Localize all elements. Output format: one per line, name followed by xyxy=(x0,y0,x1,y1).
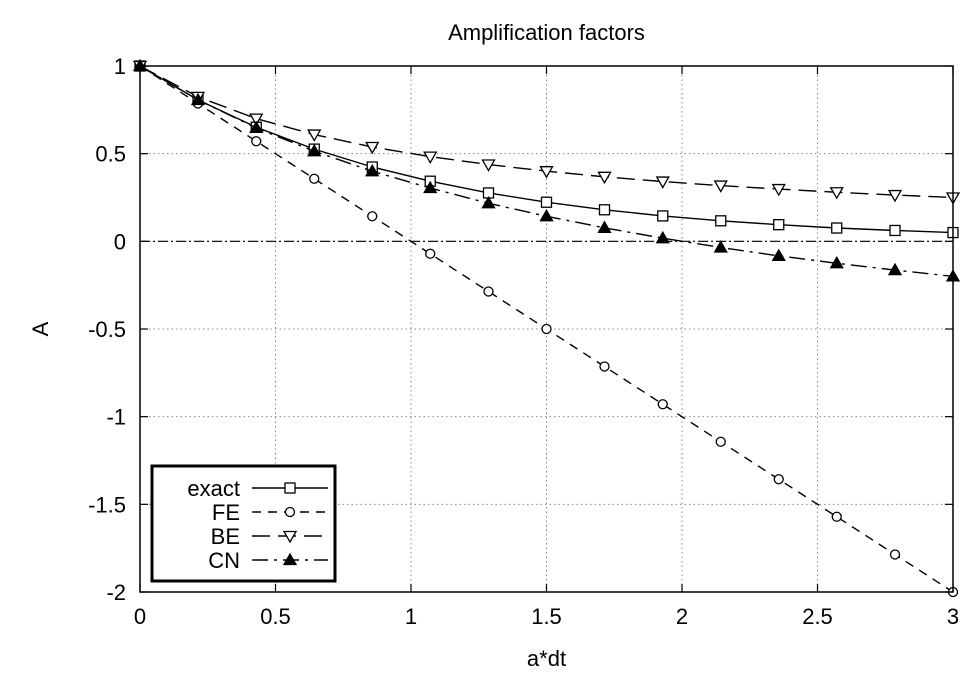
series-cn xyxy=(132,58,961,282)
series-group xyxy=(132,58,961,598)
data-point-fe xyxy=(367,211,378,222)
legend-marker xyxy=(284,482,296,494)
data-point-fe xyxy=(425,248,436,259)
y-tick-label: 0.5 xyxy=(95,142,126,167)
data-point-cn xyxy=(539,208,554,222)
x-tick-label: 2 xyxy=(676,604,688,629)
data-point-be xyxy=(539,166,554,179)
x-tick-label: 0 xyxy=(134,604,146,629)
data-point-fe xyxy=(889,549,901,560)
data-point-be xyxy=(249,113,264,126)
data-point-be xyxy=(771,183,786,197)
data-point-exact xyxy=(831,222,843,234)
x-tick-label: 2.5 xyxy=(802,604,833,629)
y-tick-label: 1 xyxy=(114,54,126,79)
y-tick-label: -0.5 xyxy=(88,317,126,342)
data-point-be xyxy=(829,187,844,200)
data-point-exact xyxy=(598,204,611,216)
data-point-be xyxy=(307,129,322,142)
data-point-fe xyxy=(715,436,726,447)
legend-label: FE xyxy=(212,500,240,525)
data-point-cn xyxy=(713,240,728,253)
legend-marker xyxy=(284,506,296,518)
legend-label: exact xyxy=(187,476,240,501)
data-point-fe xyxy=(483,286,494,297)
x-tick-label: 1 xyxy=(405,604,417,629)
data-point-cn xyxy=(365,163,380,177)
data-point-be xyxy=(481,159,496,172)
axis-ticks: 0 0.5 1 1.5 2 2.5 3 -2 -1.5 -1 -0.5 0 0.5 1 xyxy=(88,54,959,629)
x-axis-label: a*dt xyxy=(527,646,566,671)
x-tick-label: 1.5 xyxy=(531,604,562,629)
data-point-exact xyxy=(540,196,553,208)
data-point-fe xyxy=(251,136,262,147)
y-tick-label: -1.5 xyxy=(88,492,126,517)
data-point-exact xyxy=(889,224,901,237)
data-point-be xyxy=(423,151,438,164)
data-point-be xyxy=(713,180,728,193)
data-point-cn xyxy=(249,120,264,134)
data-point-cn xyxy=(597,220,612,233)
data-point-exact xyxy=(657,210,669,222)
data-point-be xyxy=(655,176,670,189)
legend-marker xyxy=(282,530,298,544)
data-point-cn xyxy=(423,180,438,194)
data-point-fe xyxy=(773,474,784,485)
y-tick-label: -2 xyxy=(106,580,126,605)
data-point-cn xyxy=(887,262,903,276)
y-tick-label: 0 xyxy=(114,229,126,254)
data-point-cn xyxy=(481,195,496,209)
x-tick-label: 0.5 xyxy=(260,604,291,629)
data-point-fe xyxy=(599,361,610,372)
data-point-be xyxy=(365,141,380,155)
chart-title: Amplification factors xyxy=(448,20,645,45)
data-point-cn xyxy=(771,248,786,262)
data-point-fe xyxy=(309,173,320,184)
legend-marker xyxy=(282,552,298,566)
data-point-exact xyxy=(715,215,727,227)
legend-label: CN xyxy=(208,548,240,573)
data-point-cn xyxy=(190,92,206,106)
x-tick-label: 3 xyxy=(947,604,959,629)
data-point-cn xyxy=(829,255,844,269)
data-point-cn xyxy=(307,143,322,157)
y-axis-label: A xyxy=(28,321,53,336)
data-point-fe xyxy=(831,511,842,522)
legend-label: BE xyxy=(211,524,240,549)
data-point-fe xyxy=(657,399,668,410)
legend-box xyxy=(150,464,337,583)
data-point-be xyxy=(597,171,612,185)
data-point-be xyxy=(887,189,903,203)
data-point-cn xyxy=(655,230,670,244)
data-point-fe xyxy=(541,323,552,335)
data-point-exact xyxy=(773,219,785,231)
y-tick-label: -1 xyxy=(106,405,126,430)
